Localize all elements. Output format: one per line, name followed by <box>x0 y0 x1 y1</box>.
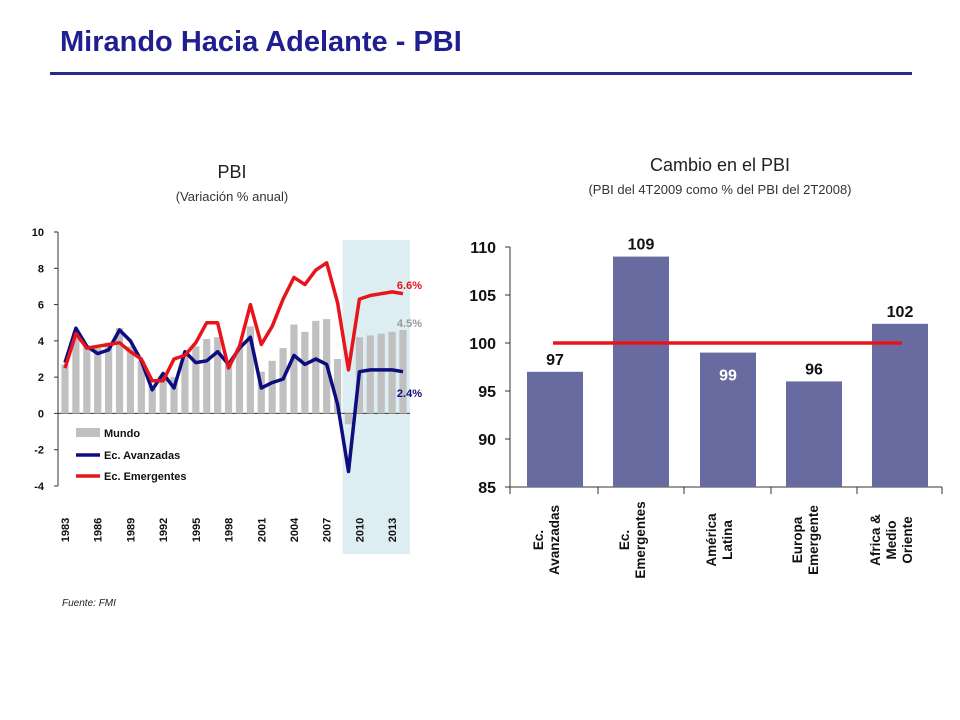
left-y-tick-label: 2 <box>38 372 44 384</box>
left-y-tick-label: 0 <box>38 408 44 420</box>
bar-mundo-2008 <box>333 359 342 414</box>
bar-mundo-1984 <box>72 331 80 414</box>
bar-gdp-change-2 <box>700 352 756 487</box>
left-y-tick-label: 10 <box>32 227 44 239</box>
value-label-0: 97 <box>546 352 564 369</box>
bar-mundo-1988 <box>115 328 124 414</box>
bar-mundo-1999 <box>235 348 244 414</box>
page-title: Mirando Hacia Adelante - PBI <box>60 26 462 58</box>
bar-mundo-1991 <box>148 386 156 414</box>
bar-mundo-1992 <box>159 377 167 414</box>
right-y-tick-label: 100 <box>469 336 496 353</box>
value-label-2: 99 <box>719 368 737 385</box>
annotation-2: 2.4% <box>397 388 422 400</box>
bar-mundo-2001 <box>257 371 265 414</box>
bar-mundo-1987 <box>105 342 113 414</box>
bar-mundo-1989 <box>126 346 135 414</box>
bar-gdp-change-0 <box>527 371 583 487</box>
right-y-tick-label: 85 <box>478 480 496 497</box>
category-label-2: Latina <box>720 520 735 560</box>
bar-mundo-1997 <box>214 337 222 414</box>
category-label-2: América <box>704 513 719 567</box>
bar-mundo-2006 <box>312 320 320 414</box>
bar-mundo-2004 <box>290 324 298 414</box>
left-x-tick-label: 2013 <box>387 518 399 542</box>
value-label-4: 102 <box>887 304 914 321</box>
right-y-tick-label: 110 <box>470 240 496 257</box>
left-chart-title: PBI <box>217 162 247 182</box>
legend-label-0: Mundo <box>104 428 140 440</box>
left-x-tick-label: 2007 <box>322 518 334 542</box>
bar-mundo-2002 <box>268 360 276 414</box>
category-label-3: Europa <box>790 516 805 563</box>
left-chart-subtitle: (Variación % anual) <box>175 189 289 204</box>
bar-mundo-1998 <box>224 362 233 414</box>
bar-mundo-1993 <box>170 377 178 414</box>
left-y-tick-label: 4 <box>38 336 45 348</box>
category-label-3: Emergente <box>806 505 821 575</box>
category-label-4: Africa & <box>868 514 883 566</box>
left-x-tick-label: 1995 <box>191 518 203 542</box>
left-x-tick-label: 1989 <box>125 518 137 542</box>
legend-swatch-0 <box>76 428 100 437</box>
category-label-0: Avanzadas <box>547 505 562 575</box>
line-series-2 <box>63 261 404 383</box>
right-chart-subtitle: (PBI del 4T2009 como % del PBI del 2T200… <box>588 182 852 197</box>
bar-mundo-2013 <box>388 331 396 414</box>
bar-gdp-change-1 <box>613 256 669 487</box>
left-x-tick-label: 1983 <box>60 518 72 542</box>
left-x-tick-label: 1998 <box>224 518 236 542</box>
left-x-tick-label: 2010 <box>354 518 366 542</box>
annotation-1: 4.5% <box>397 318 422 330</box>
left-y-tick-label: 8 <box>38 263 44 275</box>
source-note: Fuente: FMI <box>62 598 116 609</box>
left-y-tick-label: 6 <box>38 300 44 312</box>
bar-mundo-1985 <box>83 346 91 414</box>
left-x-tick-label: 2004 <box>289 517 301 542</box>
category-label-1: Emergentes <box>633 501 648 578</box>
left-y-tick-label: -4 <box>34 481 45 493</box>
right-chart-heading: Cambio en el PBI (PBI del 4T2009 como % … <box>520 155 920 197</box>
left-x-tick-label: 2001 <box>256 518 268 542</box>
bar-mundo-2011 <box>366 335 374 414</box>
value-label-3: 96 <box>805 361 823 378</box>
legend-label-1: Ec. Avanzadas <box>104 450 180 462</box>
bar-mundo-2012 <box>377 333 385 414</box>
left-y-tick-label: -2 <box>34 445 44 457</box>
legend-label-2: Ec. Emergentes <box>104 471 187 483</box>
bar-mundo-1995 <box>192 346 200 414</box>
bar-gdp-change-3 <box>786 381 842 487</box>
bar-mundo-2005 <box>301 331 309 414</box>
bar-mundo-1986 <box>94 348 102 414</box>
right-y-tick-label: 95 <box>478 384 496 401</box>
title-divider <box>50 72 912 75</box>
category-label-1: Ec. <box>617 530 632 550</box>
bar-mundo-1994 <box>181 353 189 414</box>
bar-mundo-1996 <box>203 339 211 414</box>
left-x-tick-label: 1986 <box>93 518 105 542</box>
right-chart-title: Cambio en el PBI <box>649 155 791 175</box>
bar-gdp-change-4 <box>872 323 928 487</box>
bar-mundo-2009 <box>344 413 353 425</box>
bar-mundo-2000 <box>246 326 254 414</box>
value-label-1: 109 <box>628 237 655 254</box>
bar-mundo-1983 <box>61 364 69 414</box>
bar-mundo-1990 <box>137 360 145 414</box>
category-label-4: Oriente <box>900 516 915 564</box>
left-x-tick-label: 1992 <box>158 518 170 542</box>
left-chart-heading: PBI (Variación % anual) <box>132 162 332 204</box>
right-y-tick-label: 90 <box>478 432 496 449</box>
right-y-tick-label: 105 <box>469 288 496 305</box>
category-label-0: Ec. <box>531 530 546 550</box>
category-label-4: Medio <box>884 521 899 560</box>
annotation-0: 6.6% <box>397 280 422 292</box>
